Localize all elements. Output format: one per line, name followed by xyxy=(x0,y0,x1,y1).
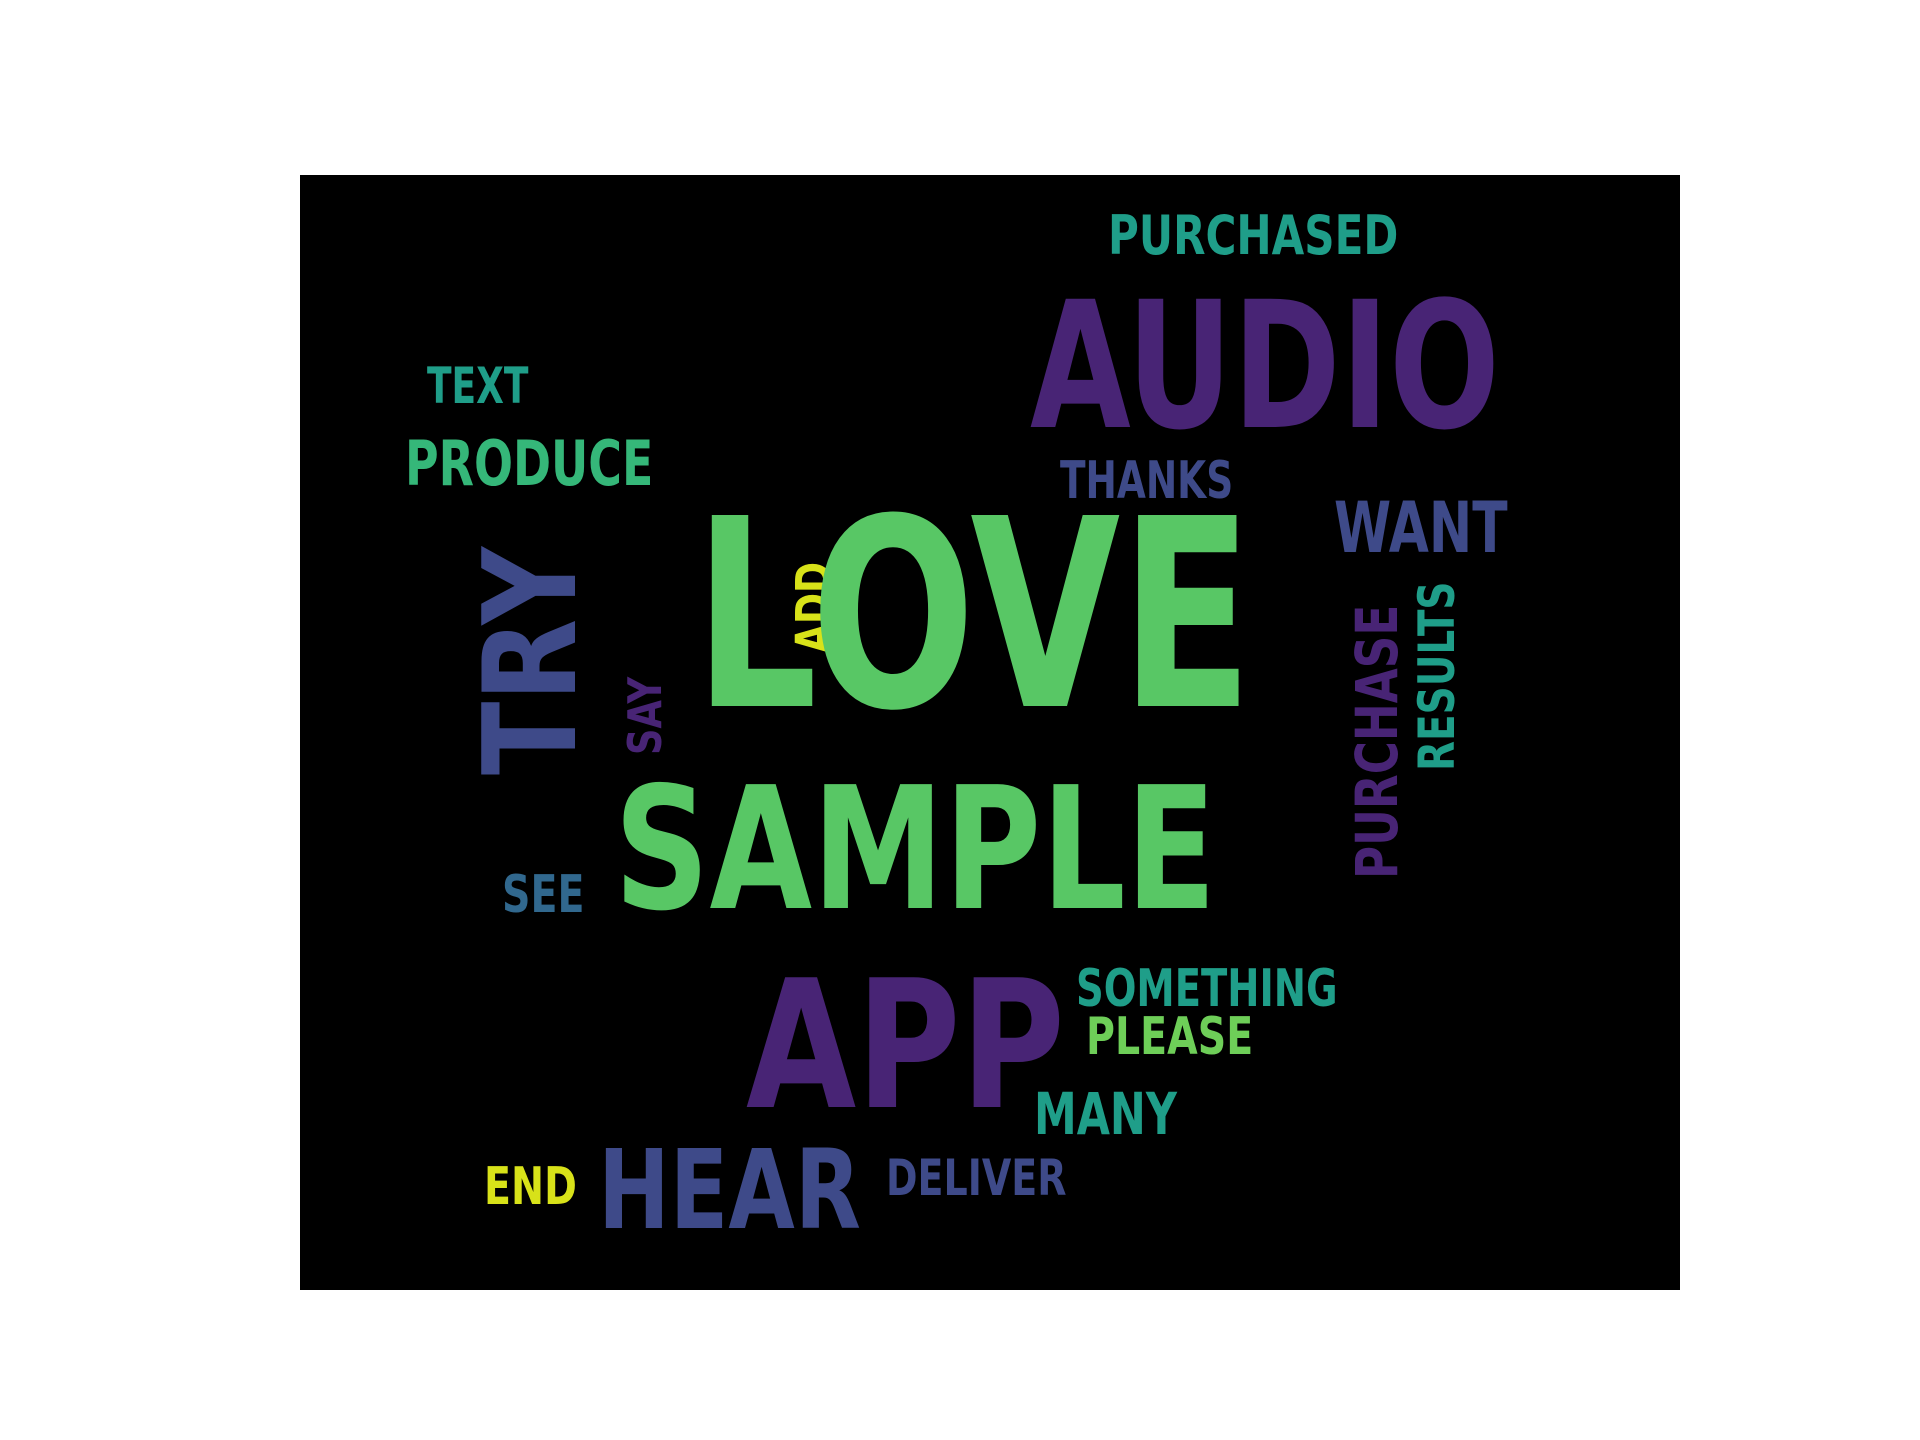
word-audio: AUDIO xyxy=(1030,264,1500,469)
word-see: SEE xyxy=(502,865,585,925)
word-purchase: PURCHASE xyxy=(1343,604,1411,879)
word-say: SAY xyxy=(618,676,672,755)
word-app: APP xyxy=(746,942,1065,1149)
word-results: RESULTS xyxy=(1408,581,1466,771)
word-something: SOMETHING xyxy=(1076,959,1338,1019)
word-many: MANY xyxy=(1034,1080,1177,1148)
word-love: LOVE xyxy=(694,463,1253,768)
word-try: TRY xyxy=(457,546,606,775)
word-cloud-canvas: PURCHASED AUDIO TEXT PRODUCE THANKS WANT… xyxy=(300,175,1680,1290)
word-produce: PRODUCE xyxy=(405,427,654,500)
word-thanks: THANKS xyxy=(1060,451,1234,511)
word-sample: SAMPLE xyxy=(614,751,1217,949)
word-hear: HEAR xyxy=(598,1126,861,1254)
word-please: PLEASE xyxy=(1086,1007,1254,1067)
word-end: END xyxy=(484,1157,577,1217)
word-want: WANT xyxy=(1334,487,1508,569)
word-deliver: DELIVER xyxy=(886,1149,1067,1207)
word-purchased: PURCHASED xyxy=(1108,204,1399,267)
word-text: TEXT xyxy=(427,357,529,415)
